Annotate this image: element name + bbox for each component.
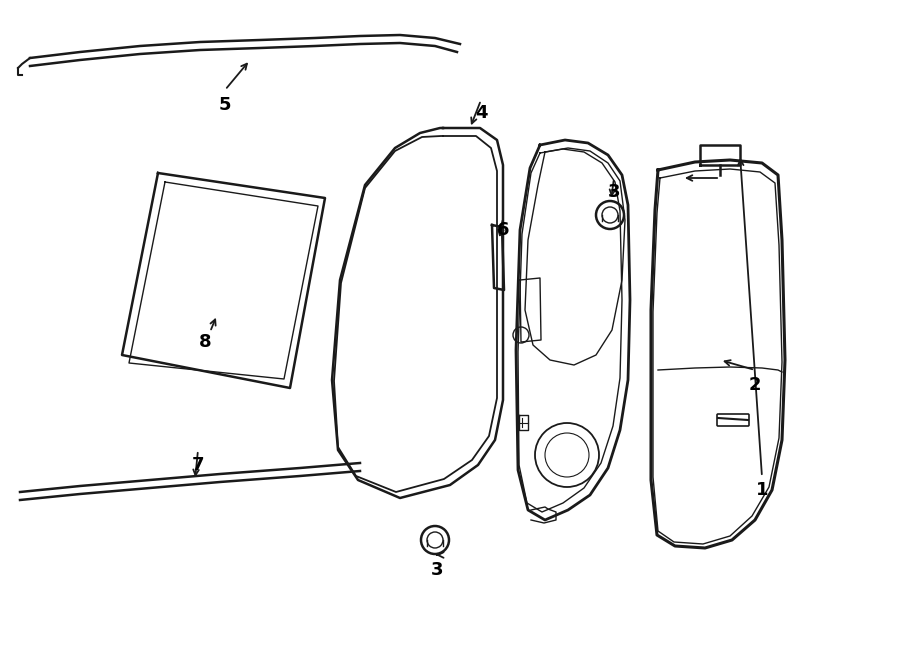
Text: 4: 4	[475, 104, 487, 122]
Text: 3: 3	[608, 183, 620, 201]
FancyBboxPatch shape	[717, 414, 749, 426]
Text: 8: 8	[199, 333, 212, 351]
Text: 7: 7	[192, 456, 204, 474]
Text: 5: 5	[219, 96, 231, 114]
Text: 2: 2	[749, 376, 761, 394]
Text: 6: 6	[497, 221, 509, 239]
Text: 1: 1	[756, 481, 769, 499]
Text: 3: 3	[431, 561, 443, 579]
